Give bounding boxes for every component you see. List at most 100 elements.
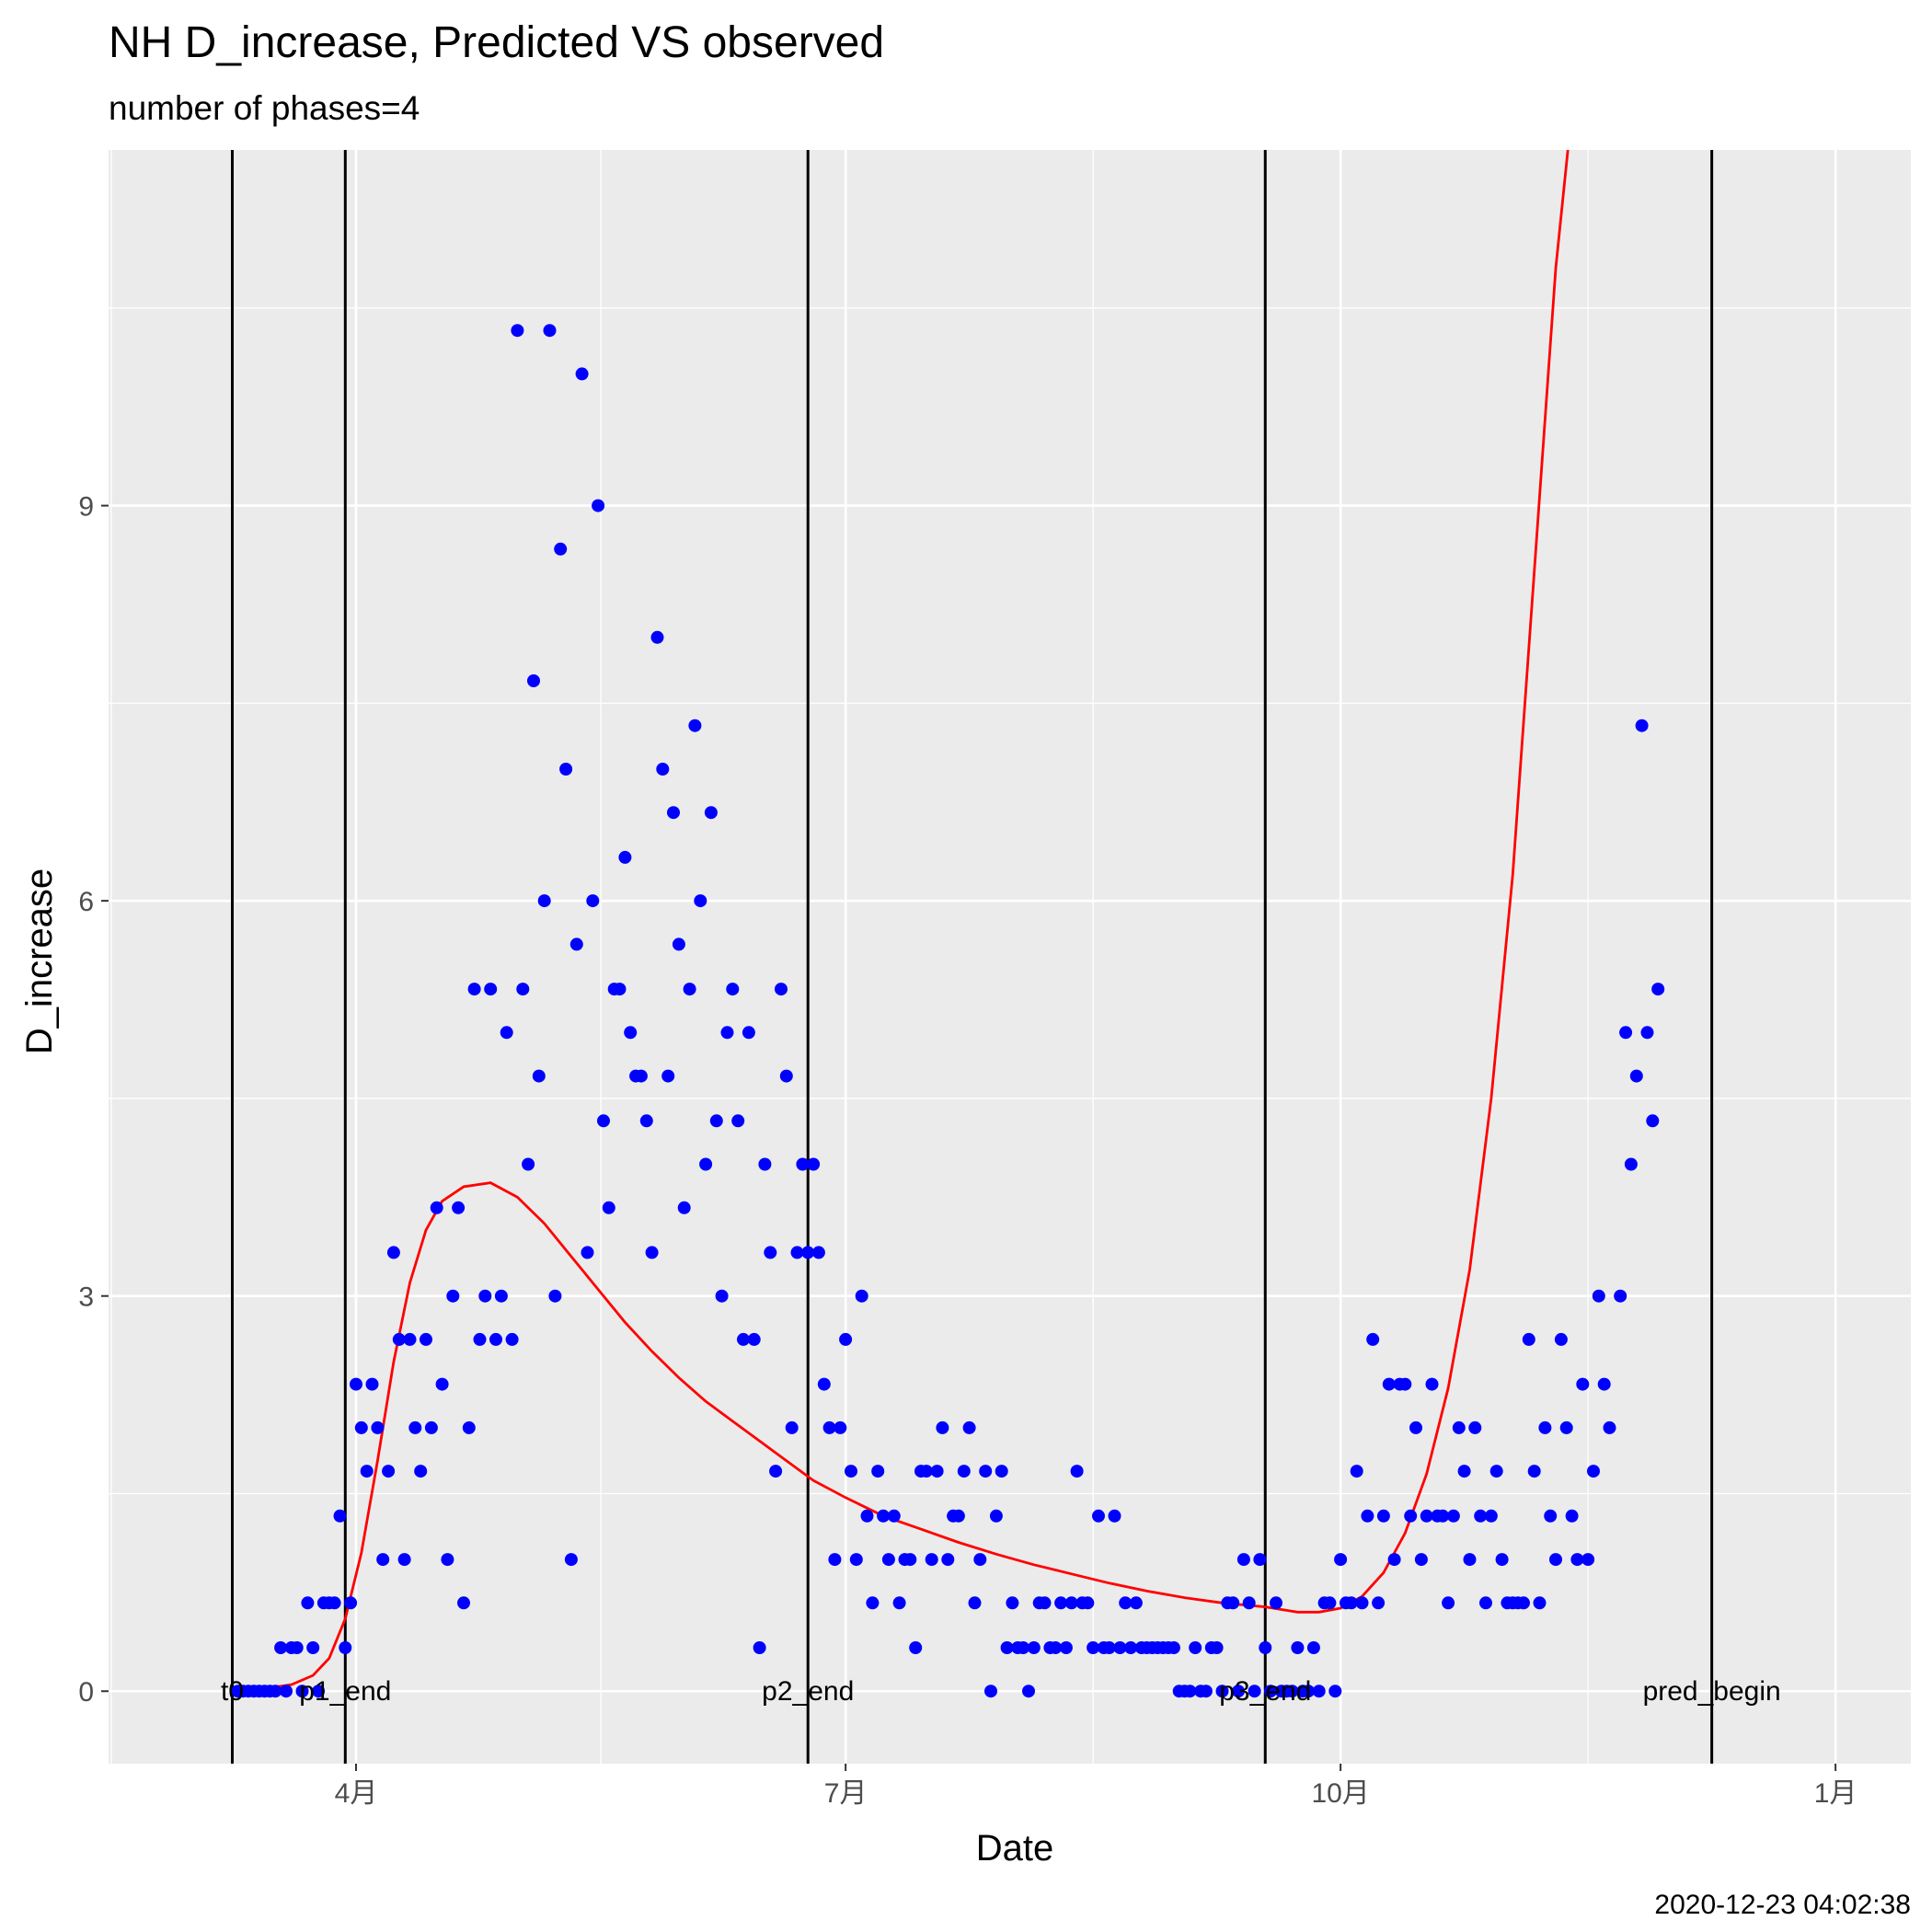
observed-point bbox=[979, 1465, 993, 1478]
observed-point bbox=[527, 674, 540, 687]
observed-point bbox=[1446, 1509, 1460, 1523]
observed-point bbox=[1183, 1685, 1197, 1698]
phase-label-t0: t0 bbox=[221, 1676, 244, 1707]
observed-point bbox=[1248, 1685, 1261, 1698]
observed-point bbox=[930, 1465, 944, 1478]
observed-point bbox=[1597, 1377, 1611, 1391]
observed-point bbox=[581, 1246, 594, 1259]
observed-point bbox=[1017, 1641, 1030, 1654]
observed-point bbox=[624, 1026, 638, 1040]
observed-point bbox=[1436, 1509, 1450, 1523]
observed-point bbox=[1312, 1685, 1326, 1698]
observed-point bbox=[522, 1157, 535, 1171]
observed-point bbox=[537, 894, 551, 908]
observed-point bbox=[672, 937, 685, 951]
x-axis-title: Date bbox=[976, 1828, 1054, 1869]
observed-point bbox=[516, 983, 530, 996]
observed-point bbox=[1054, 1596, 1068, 1610]
observed-point bbox=[1484, 1509, 1498, 1523]
panel-background bbox=[109, 150, 1911, 1764]
y-tick-label: 3 bbox=[78, 1282, 94, 1313]
observed-point bbox=[532, 1069, 546, 1083]
observed-point bbox=[592, 499, 605, 512]
observed-point bbox=[452, 1201, 466, 1214]
observed-point bbox=[360, 1465, 374, 1478]
observed-point bbox=[1366, 1332, 1380, 1346]
observed-point bbox=[1108, 1509, 1121, 1523]
observed-point bbox=[919, 1465, 933, 1478]
observed-point bbox=[1624, 1157, 1638, 1171]
observed-point bbox=[849, 1553, 863, 1567]
observed-point bbox=[1549, 1553, 1562, 1567]
observed-point bbox=[478, 1289, 492, 1303]
observed-point bbox=[602, 1201, 615, 1214]
x-axis: 4月 7月 10月 1月 bbox=[335, 1764, 1857, 1809]
observed-point bbox=[1538, 1420, 1552, 1434]
observed-point bbox=[855, 1289, 868, 1303]
observed-point bbox=[564, 1553, 578, 1567]
observed-point bbox=[1226, 1596, 1240, 1610]
observed-point bbox=[962, 1420, 976, 1434]
phase-label-p3_end: p3_end bbox=[1219, 1676, 1311, 1707]
observed-point bbox=[1646, 1114, 1660, 1128]
observed-point bbox=[645, 1246, 659, 1259]
observed-point bbox=[892, 1596, 906, 1610]
observed-point bbox=[1291, 1641, 1305, 1654]
observed-point bbox=[575, 367, 589, 381]
observed-point bbox=[1468, 1420, 1482, 1434]
observed-point bbox=[903, 1553, 917, 1567]
observed-point bbox=[989, 1509, 1003, 1523]
observed-point bbox=[408, 1420, 422, 1434]
observed-point bbox=[312, 1685, 326, 1698]
observed-point bbox=[403, 1332, 417, 1346]
observed-point bbox=[1328, 1685, 1342, 1698]
observed-point bbox=[414, 1465, 428, 1478]
observed-point bbox=[973, 1553, 987, 1567]
observed-point bbox=[1587, 1465, 1600, 1478]
observed-point bbox=[597, 1114, 610, 1128]
observed-point bbox=[1102, 1641, 1116, 1654]
observed-point bbox=[1215, 1685, 1229, 1698]
observed-point bbox=[1350, 1465, 1363, 1478]
observed-point bbox=[1640, 1026, 1654, 1040]
y-tick-label: 6 bbox=[78, 887, 94, 917]
observed-point bbox=[371, 1420, 385, 1434]
phase-labels: t0 p1_end p2_end p3_end pred_begin bbox=[221, 1676, 1781, 1707]
observed-point bbox=[1489, 1465, 1503, 1478]
observed-point bbox=[467, 983, 481, 996]
observed-point bbox=[731, 1114, 745, 1128]
observed-point bbox=[1479, 1596, 1492, 1610]
observed-point bbox=[1070, 1465, 1084, 1478]
observed-point bbox=[957, 1465, 971, 1478]
observed-point bbox=[290, 1641, 304, 1654]
observed-point bbox=[715, 1289, 729, 1303]
observed-point bbox=[817, 1377, 831, 1391]
observed-point bbox=[386, 1246, 400, 1259]
observed-point bbox=[397, 1553, 411, 1567]
observed-point bbox=[420, 1332, 432, 1346]
observed-point bbox=[634, 1069, 648, 1083]
observed-point bbox=[769, 1465, 783, 1478]
observed-point bbox=[1442, 1596, 1455, 1610]
observed-point bbox=[1619, 1026, 1633, 1040]
observed-point bbox=[484, 983, 498, 996]
observed-point bbox=[995, 1465, 1008, 1478]
observed-point bbox=[1236, 1553, 1250, 1567]
observed-point bbox=[1027, 1641, 1041, 1654]
observed-point bbox=[790, 1246, 804, 1259]
observed-point bbox=[1253, 1553, 1267, 1567]
observed-point bbox=[295, 1685, 309, 1698]
observed-point bbox=[269, 1685, 282, 1698]
observed-point bbox=[753, 1641, 766, 1654]
observed-point bbox=[462, 1420, 476, 1434]
observed-point bbox=[1495, 1553, 1509, 1567]
observed-point bbox=[543, 324, 557, 338]
chart-subtitle: number of phases=4 bbox=[109, 89, 420, 127]
observed-point bbox=[661, 1069, 675, 1083]
observed-point bbox=[1404, 1509, 1418, 1523]
observed-point bbox=[839, 1332, 853, 1346]
observed-point bbox=[1581, 1553, 1595, 1567]
observed-point bbox=[796, 1157, 810, 1171]
observed-point bbox=[877, 1509, 891, 1523]
observed-point bbox=[677, 1201, 691, 1214]
